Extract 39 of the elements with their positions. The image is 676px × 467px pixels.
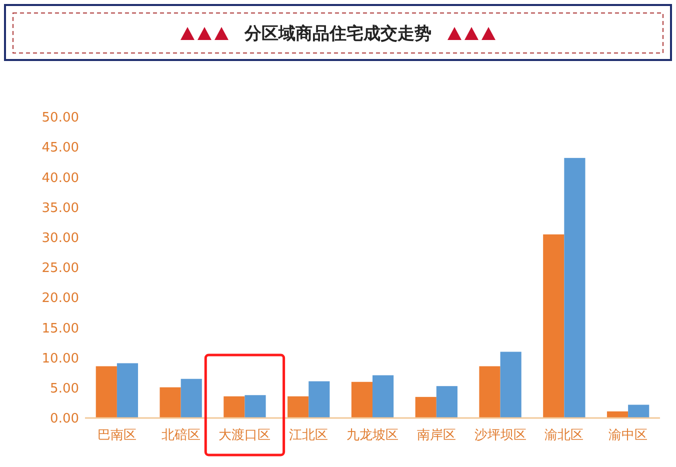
y-tick-label: 35.00 <box>42 200 79 216</box>
bar <box>288 396 309 418</box>
x-tick-label: 九龙坡区 <box>346 428 398 443</box>
x-tick-label: 江北区 <box>289 428 328 443</box>
y-tick-label: 10.00 <box>42 351 79 366</box>
bar <box>436 386 458 418</box>
x-tick-label: 沙坪坝区 <box>474 428 526 443</box>
y-tick-label: 50.00 <box>42 110 79 126</box>
chart-title: 分区域商品住宅成交走势 <box>244 24 432 44</box>
x-tick-label: 巴南区 <box>97 428 136 443</box>
bar <box>308 381 330 418</box>
bar <box>372 375 394 418</box>
y-tick-label: 30.00 <box>42 230 79 246</box>
y-tick-label: 0.00 <box>50 412 79 427</box>
bar <box>564 158 586 418</box>
bar <box>180 378 202 418</box>
bar <box>479 366 500 418</box>
y-tick-label: 5.00 <box>50 381 79 396</box>
y-tick-label: 15.00 <box>42 321 79 336</box>
bar <box>160 387 181 418</box>
bar <box>415 396 436 418</box>
bar <box>116 363 138 418</box>
x-tick-label: 北碚区 <box>161 428 200 443</box>
x-tick-label: 南岸区 <box>416 428 456 443</box>
y-tick-label: 20.00 <box>42 291 79 306</box>
y-tick-label: 25.00 <box>42 261 79 276</box>
x-tick-label: 渝中区 <box>608 428 648 443</box>
bar <box>96 366 117 418</box>
bar <box>224 396 245 418</box>
x-tick-label: 大渡口区 <box>218 428 271 443</box>
x-tick-label: 渝北区 <box>544 428 584 443</box>
bar <box>543 234 564 418</box>
bar <box>351 382 372 418</box>
bar <box>628 404 650 418</box>
y-tick-label: 45.00 <box>42 140 79 156</box>
bar <box>244 395 266 418</box>
bar <box>606 411 628 418</box>
y-tick-label: 40.00 <box>42 170 79 186</box>
bar <box>500 352 522 418</box>
